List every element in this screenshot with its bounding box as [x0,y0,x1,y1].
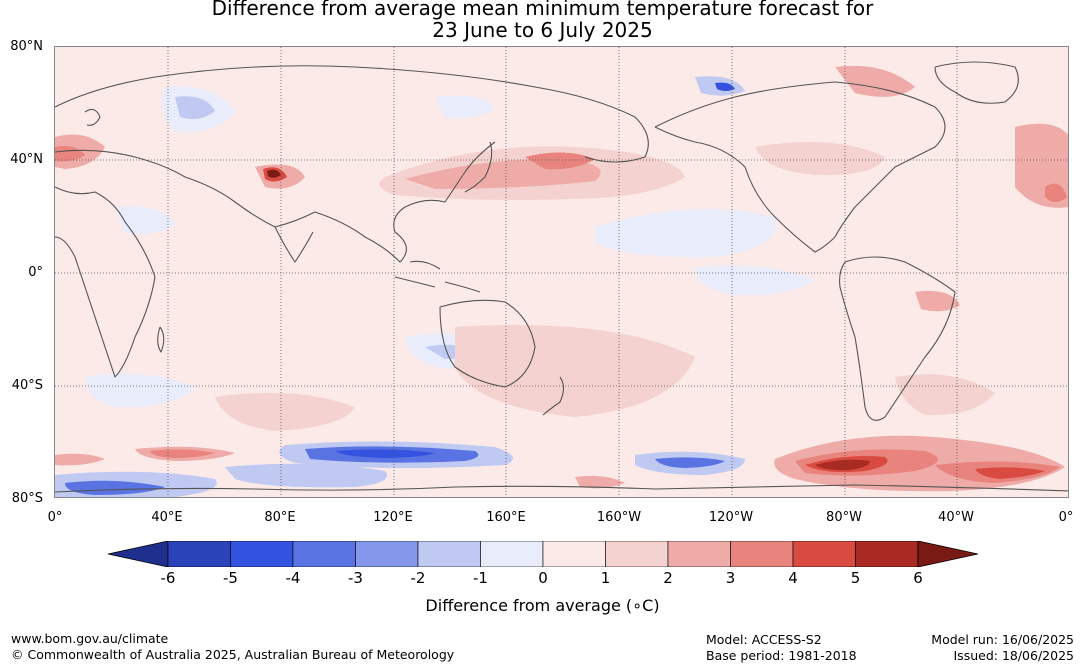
colorbar-tick-label: 4 [788,569,798,587]
colorbar-block [730,541,794,567]
footer-model: Model: ACCESS-S2 [706,632,822,647]
colorbar-block [542,541,606,567]
title-line-2: 23 June to 6 July 2025 [432,18,653,42]
colorbar-block [167,541,231,567]
colorbar-tick-label: -5 [223,569,238,587]
colorbar-label: Difference from average (∘C) [425,596,660,615]
colorbar-block [355,541,419,567]
lat-label-80s: 80°S [11,491,43,506]
title-line-1: Difference from average mean minimum tem… [211,0,874,20]
lat-label-40n: 40°N [10,152,43,167]
lat-label-0: 0° [28,265,43,280]
footer-base-period: Base period: 1981-2018 [706,648,857,663]
lat-label-80n: 80°N [10,39,43,54]
colorbar-tick-label: 2 [663,569,673,587]
colorbar-tick-label: 3 [725,569,736,587]
coastlines [55,61,1068,493]
lon-label-120w: 120°W [708,510,754,525]
colorbar-graphic [108,541,978,567]
lon-label-40e: 40°E [151,510,183,525]
footer-model-run: Model run: 16/06/2025 [931,632,1074,647]
colorbar-block [230,541,294,567]
colorbar-tick-label: -2 [410,569,426,587]
lon-label-160e: 160°E [486,510,526,525]
temperature-anomaly-map [54,46,1069,498]
colorbar-tick-label: 1 [600,569,611,587]
lon-label-40w: 40°W [938,510,974,525]
map-title: Difference from average mean minimum tem… [0,0,1085,41]
colorbar-tick-label: -6 [160,569,176,587]
lon-label-0-left: 0° [47,510,63,525]
lon-label-0-right: 0° [1058,510,1074,525]
lat-label-40s: 40°S [11,378,43,393]
footer-copyright: © Commonwealth of Australia 2025, Austra… [11,647,455,662]
colorbar-max-arrow [917,541,978,567]
map-graphic [55,47,1068,497]
footer-website: www.bom.gov.au/climate [11,631,169,646]
footer-issued: Issued: 18/06/2025 [953,648,1075,663]
colorbar-block [667,541,731,567]
colorbar-tick-label: -3 [348,569,363,587]
lon-label-80w: 80°W [826,510,862,525]
colorbar-block [292,541,356,567]
graticule [55,47,1068,497]
colorbar-min-arrow [108,541,169,567]
colorbar-tick-label: 0 [538,569,548,587]
colorbar-tick-label: -4 [285,569,301,587]
colorbar-block [855,541,919,567]
lon-label-120e: 120°E [373,510,413,525]
colorbar-tick-label: 6 [913,569,923,587]
colorbar-tick-label: -1 [473,569,488,587]
colorbar-block [417,541,481,567]
anomaly-patches [55,65,1068,497]
colorbar-block [792,541,856,567]
colorbar-block [605,541,669,567]
colorbar-block [480,541,544,567]
colorbar-tick-label: 5 [850,569,861,587]
lon-label-160w: 160°W [596,510,642,525]
lon-label-80e: 80°E [264,510,296,525]
